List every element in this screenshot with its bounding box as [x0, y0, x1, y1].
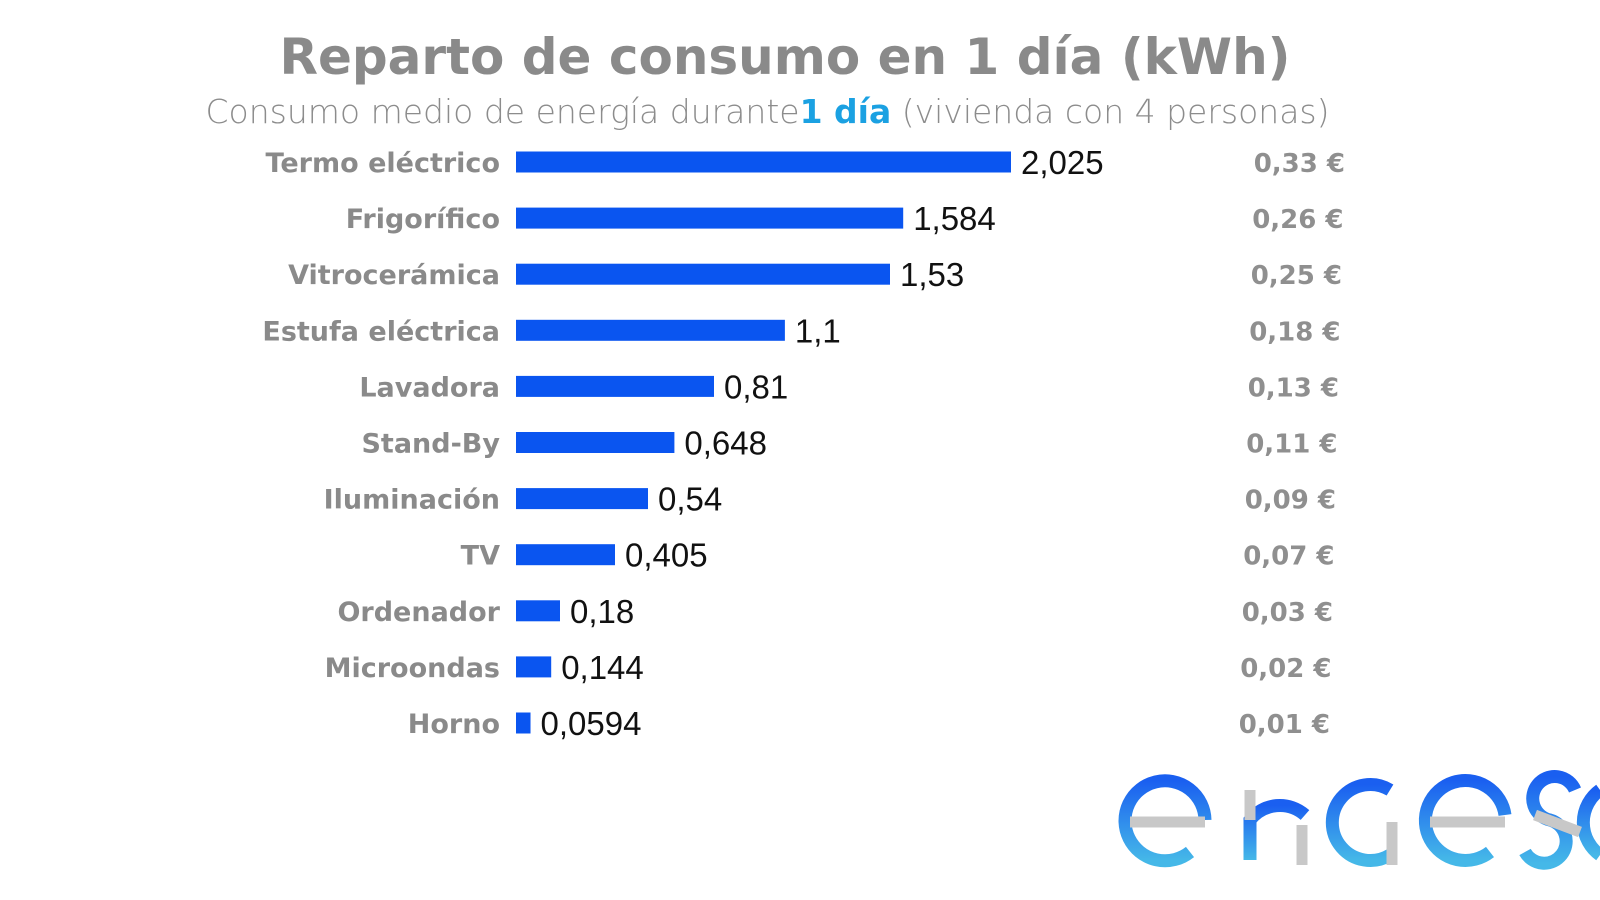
subtitle-highlight: 1 día	[799, 92, 892, 131]
category-label: Vitrocerámica	[288, 260, 500, 291]
value-label: 0,18	[570, 593, 634, 630]
subtitle-suffix: (vivienda con 4 personas)	[891, 92, 1330, 131]
value-label: 1,584	[913, 200, 996, 237]
chart-title: Reparto de consumo en 1 día (kWh)	[279, 28, 1291, 86]
bar	[516, 263, 890, 285]
cost-label: 0,09 €	[1245, 486, 1336, 516]
subtitle-prefix: Consumo medio de energía durante	[205, 92, 800, 131]
cost-label: 0,07 €	[1243, 542, 1334, 572]
value-label: 0,144	[561, 649, 644, 686]
value-label: 0,81	[724, 368, 788, 405]
category-label: Estufa eléctrica	[262, 316, 500, 347]
cost-label: 0,03 €	[1242, 598, 1333, 628]
category-label: Ordenador	[337, 597, 500, 628]
bar	[516, 544, 615, 566]
bar	[516, 600, 560, 622]
category-label: Microondas	[325, 653, 500, 684]
cost-label: 0,18 €	[1249, 317, 1340, 347]
category-label: Termo eléctrico	[266, 148, 500, 179]
value-label: 1,1	[795, 312, 841, 349]
bar	[516, 207, 904, 229]
cost-label: 0,25 €	[1251, 261, 1342, 291]
cost-label: 0,01 €	[1239, 710, 1330, 740]
value-label: 0,405	[625, 537, 708, 574]
value-label: 0,0594	[541, 705, 642, 742]
bar	[516, 375, 714, 397]
category-label: Horno	[408, 709, 500, 740]
value-label: 0,648	[684, 425, 767, 462]
cost-label: 0,26 €	[1252, 205, 1343, 235]
category-label: Lavadora	[359, 372, 500, 403]
value-label: 0,54	[658, 481, 722, 518]
category-label: TV	[461, 541, 500, 572]
category-label: Iluminación	[324, 485, 500, 516]
category-label: Frigorífico	[346, 204, 500, 235]
bar	[516, 432, 675, 453]
bar	[516, 712, 531, 734]
value-label: 1,53	[900, 256, 964, 293]
bar	[516, 319, 785, 341]
bar	[516, 488, 648, 510]
bar	[516, 151, 1011, 173]
endesa-logo	[1118, 765, 1600, 870]
cost-label: 0,33 €	[1254, 149, 1345, 179]
bar	[516, 656, 552, 678]
cost-label: 0,13 €	[1248, 373, 1339, 403]
category-label: Stand-By	[361, 429, 500, 460]
cost-label: 0,02 €	[1240, 654, 1331, 684]
cost-label: 0,11 €	[1246, 430, 1337, 460]
value-label: 2,025	[1021, 144, 1104, 181]
chart-subtitle: Consumo medio de energía durante1 día (v…	[0, 92, 1535, 131]
